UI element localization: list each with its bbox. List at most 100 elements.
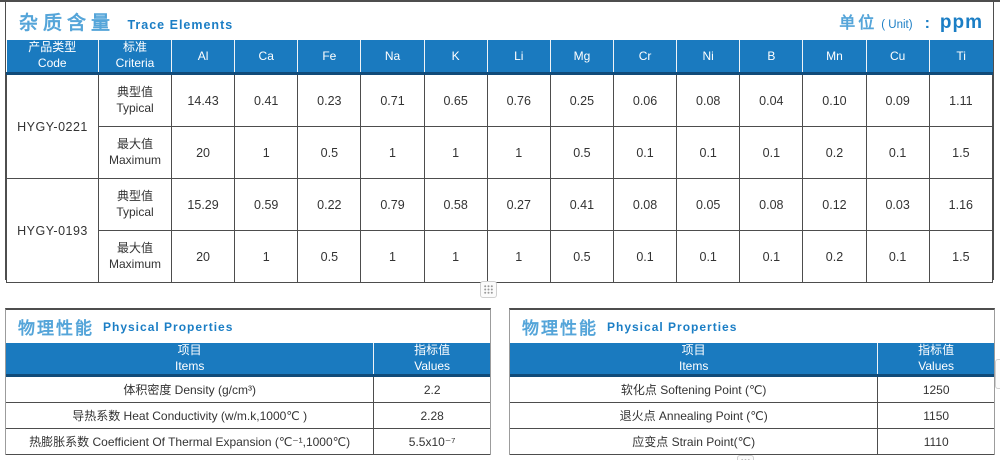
value-cell: 1 [486, 126, 551, 179]
property-value-cell: 2.28 [373, 402, 490, 429]
property-item-cell: 体积密度 Density (g/cm³) [6, 375, 375, 403]
top-divider [0, 0, 1000, 2]
column-header-items: 项目 Items [6, 343, 375, 378]
value-cell: 0.5 [297, 126, 362, 179]
table-row: 体积密度 Density (g/cm³) 2.2 [6, 375, 490, 403]
property-item-cell: 退火点 Annealing Point (℃) [510, 402, 879, 429]
unit-label-en: ( Unit) [881, 18, 913, 31]
column-header-items-en: Items [678, 358, 709, 373]
value-cell: 1 [234, 126, 299, 179]
element-column-header: Cu [866, 40, 930, 75]
value-cell: 1 [423, 230, 488, 283]
table-row: 软化点 Softening Point (℃) 1250 [510, 375, 994, 403]
property-item-cell: 应变点 Strain Point(℃) [510, 428, 879, 456]
property-value-cell: 1110 [877, 428, 994, 456]
section-title-en: Trace Elements [127, 17, 234, 32]
unit-value: ppm [939, 11, 983, 33]
drag-handle-button[interactable] [480, 281, 497, 298]
physical-properties-header: 物理性能 Physical Properties [510, 310, 994, 343]
value-cell: 20 [170, 230, 236, 283]
column-header-values-zh: 指标值 [414, 343, 451, 357]
value-cell: 0.1 [676, 126, 741, 179]
element-column-header: Na [360, 40, 425, 75]
value-cell: 0.1 [739, 126, 804, 179]
product-code-cell: HYGY-0193 [6, 178, 99, 283]
element-column-header: K [424, 40, 488, 75]
element-column-header: Ni [676, 40, 741, 75]
drag-handle-button[interactable] [737, 455, 754, 460]
unit-label-zh: 单位 [839, 14, 878, 32]
column-header-criteria: 标准 Criteria [98, 40, 172, 75]
column-header-values: 指标值 Values [877, 343, 994, 378]
drag-handle-icon [484, 285, 493, 294]
value-cell: 0.41 [549, 178, 614, 231]
value-cell: 0.08 [739, 178, 804, 231]
criteria-cell: 最大值 Maximum [98, 126, 172, 179]
value-cell: 14.43 [170, 73, 236, 127]
element-column-header: Mn [802, 40, 867, 75]
value-cell: 0.2 [802, 126, 867, 179]
column-header-product-en: Code [37, 56, 67, 70]
value-cell: 1 [360, 126, 425, 179]
value-cell: 0.59 [234, 178, 299, 231]
property-value-cell: 1250 [877, 375, 994, 403]
value-cell: 20 [170, 126, 236, 179]
element-column-header: Cr [613, 40, 678, 75]
criteria-label-en: Maximum [108, 256, 161, 271]
section-title-zh: 物理性能 [522, 319, 598, 338]
value-cell: 0.10 [802, 73, 867, 127]
table-row: 最大值 Maximum 20 1 0.5 1 1 1 0.5 0.1 0.1 0… [7, 126, 994, 179]
value-cell: 0.22 [297, 178, 362, 231]
value-cell: 0.1 [865, 230, 930, 283]
value-cell: 1 [486, 230, 551, 283]
value-cell: 0.5 [297, 230, 362, 283]
element-column-header: Fe [297, 40, 362, 75]
value-cell: 0.27 [486, 178, 551, 231]
table-row: HYGY-0221 典型值 Typical 14.43 0.41 0.23 0.… [6, 73, 994, 179]
unit-colon: : [924, 14, 930, 32]
physical-properties-table-right: 项目 Items 指标值 Values 软化点 Softening Point … [510, 343, 994, 456]
value-cell: 0.1 [739, 230, 804, 283]
value-cell: 0.1 [676, 230, 741, 283]
value-cell: 1 [234, 230, 299, 283]
value-cell: 1.5 [928, 126, 994, 179]
element-column-header: Li [487, 40, 551, 75]
value-cell: 0.5 [549, 126, 614, 179]
unit-label: 单位 ( Unit) : ppm [839, 9, 983, 34]
column-header-items-en: Items [174, 358, 205, 373]
property-item-cell: 导热系数 Heat Conductivity (w/m.k,1000℃ ) [6, 402, 375, 429]
criteria-cell: 典型值 Typical [98, 73, 172, 127]
table-row: HYGY-0193 典型值 Typical 15.29 0.59 0.22 0.… [6, 178, 994, 283]
element-column-header: B [739, 40, 804, 75]
value-cell: 0.06 [612, 73, 678, 127]
trace-header-row: 产品类型 Code 标准 Criteria Al Ca Fe Na K Li M… [6, 40, 993, 75]
value-cell: 1.5 [928, 230, 994, 283]
physical-properties-section-right: 物理性能 Physical Properties 项目 Items 指标值 Va… [509, 308, 995, 456]
value-cell: 0.03 [865, 178, 930, 231]
property-value-cell: 5.5x10⁻⁷ [373, 428, 490, 456]
criteria-label-zh: 典型值 [116, 188, 153, 203]
element-column-header: Al [171, 40, 236, 75]
value-cell: 0.04 [739, 73, 804, 127]
value-cell: 0.12 [802, 178, 867, 231]
phys-header-row: 项目 Items 指标值 Values [6, 343, 490, 378]
criteria-cell: 最大值 Maximum [98, 230, 172, 283]
criteria-label-en: Maximum [108, 152, 161, 167]
criteria-cell: 典型值 Typical [98, 178, 172, 231]
section-title-en: Physical Properties [103, 319, 234, 334]
table-row: 最大值 Maximum 20 1 0.5 1 1 1 0.5 0.1 0.1 0… [7, 230, 994, 283]
trace-elements-section: 杂质含量 Trace Elements 单位 ( Unit) : ppm 产品类… [5, 2, 994, 283]
table-row: 应变点 Strain Point(℃) 1110 [510, 428, 994, 456]
value-cell: 0.09 [865, 73, 930, 127]
column-header-items-zh: 项目 [177, 343, 202, 357]
section-title-zh: 杂质含量 [19, 12, 116, 34]
column-header-values-en: Values [918, 358, 955, 373]
physical-properties-section-left: 物理性能 Physical Properties 项目 Items 指标值 Va… [5, 308, 491, 456]
column-header-items: 项目 Items [510, 343, 879, 378]
element-column-header: Mg [550, 40, 614, 75]
table-row: 导热系数 Heat Conductivity (w/m.k,1000℃ ) 2.… [6, 402, 490, 429]
drag-handle-button[interactable] [995, 359, 1000, 389]
column-header-criteria-en: Criteria [115, 56, 155, 70]
trace-elements-table: 产品类型 Code 标准 Criteria Al Ca Fe Na K Li M… [6, 40, 994, 283]
